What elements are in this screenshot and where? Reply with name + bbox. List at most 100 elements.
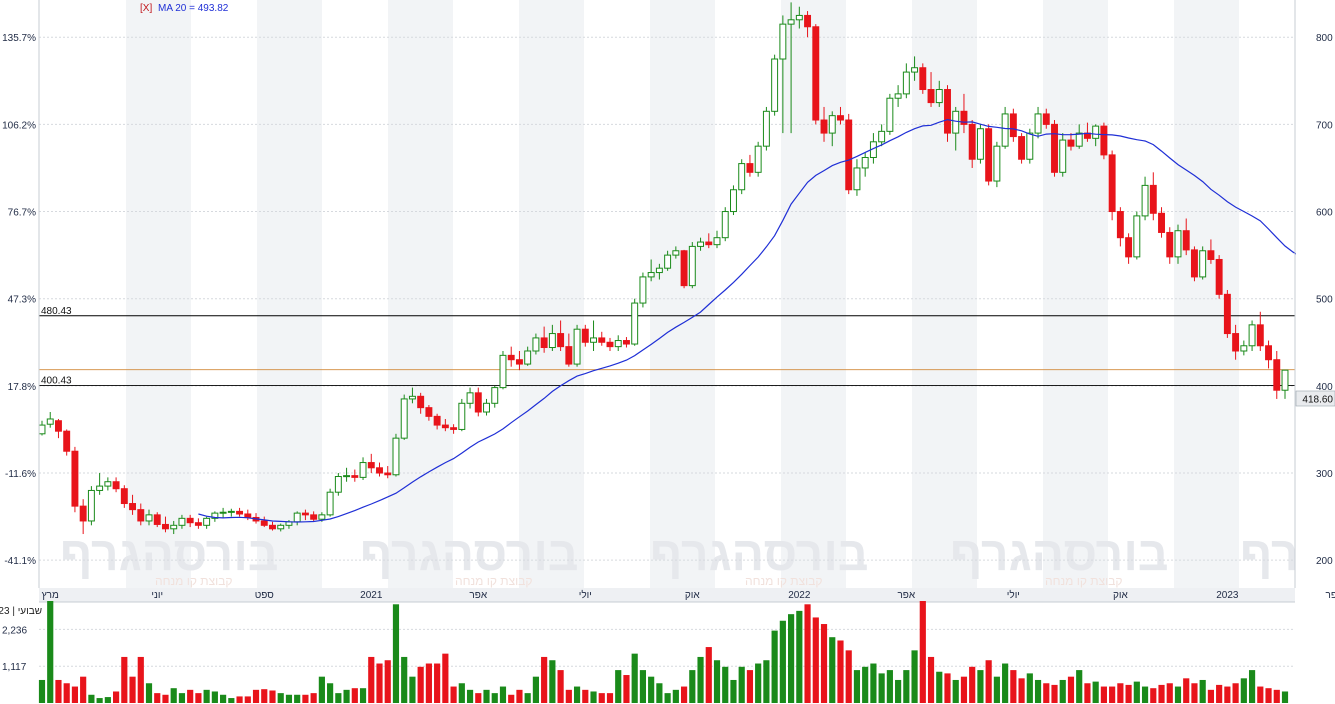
candle-body xyxy=(919,67,927,91)
x-tick-label: אוק xyxy=(685,590,700,601)
volume-bar xyxy=(705,647,712,703)
candle xyxy=(351,469,359,482)
candle-body xyxy=(1009,113,1017,138)
candle xyxy=(960,93,968,134)
volume-bar xyxy=(335,693,342,703)
candle-body xyxy=(1051,123,1058,173)
candle xyxy=(384,466,392,479)
volume-bar xyxy=(1043,683,1050,703)
candle xyxy=(1092,124,1100,147)
volume-bar xyxy=(129,676,136,703)
candle-body xyxy=(474,392,482,413)
volume-bar xyxy=(220,694,227,703)
candle xyxy=(87,486,95,526)
volume-bar xyxy=(993,676,1000,703)
candle xyxy=(162,516,169,533)
volume-bars: 2,236 1,117 xyxy=(2,601,1295,703)
candle xyxy=(548,324,556,351)
candle-body xyxy=(837,115,844,121)
volume-bar xyxy=(318,676,325,703)
candle xyxy=(614,335,622,351)
candle xyxy=(573,324,581,367)
candle xyxy=(153,512,161,528)
volume-bar xyxy=(162,694,169,703)
candle xyxy=(277,523,285,532)
candle-body xyxy=(359,462,367,478)
legend-close-marker[interactable]: [X] xyxy=(140,3,152,14)
candle xyxy=(820,106,828,142)
volume-bar xyxy=(689,670,696,703)
candle-body xyxy=(153,514,161,525)
candle xyxy=(63,429,71,456)
candle xyxy=(861,152,869,177)
volume-bar xyxy=(1125,684,1132,703)
candle xyxy=(1199,246,1207,280)
candle-body xyxy=(277,524,285,530)
candle xyxy=(1273,350,1281,399)
volume-bar xyxy=(154,693,161,703)
volume-bar xyxy=(96,698,103,703)
volume-bar xyxy=(656,683,663,703)
candle-body xyxy=(129,503,137,511)
volume-bar xyxy=(401,656,408,703)
candle xyxy=(145,509,153,526)
candle xyxy=(1248,320,1256,351)
volume-bar xyxy=(211,691,218,703)
candle xyxy=(762,106,770,151)
candle-body xyxy=(812,26,820,121)
y-tick-label-right: 800 xyxy=(1316,33,1333,44)
volume-bar xyxy=(730,679,737,703)
candle xyxy=(919,63,927,94)
candle-body xyxy=(483,402,490,413)
candle xyxy=(499,350,507,390)
volume-bar xyxy=(680,686,688,703)
candle xyxy=(112,477,120,493)
candle xyxy=(886,93,894,135)
y-tick-label-right: 200 xyxy=(1316,556,1333,567)
volume-bar xyxy=(302,694,309,703)
volume-bar xyxy=(1117,683,1124,703)
candle-body xyxy=(1215,258,1223,295)
candle-body xyxy=(392,437,400,476)
candle-body xyxy=(178,517,186,526)
volume-bar xyxy=(672,689,679,703)
candle-body xyxy=(680,250,688,287)
x-tick-label: 2021 xyxy=(360,590,383,601)
candle-body xyxy=(38,424,46,435)
candle xyxy=(194,518,202,529)
candle xyxy=(631,298,639,346)
candle xyxy=(730,185,737,216)
candle xyxy=(804,11,812,38)
candle xyxy=(227,508,235,517)
background-band xyxy=(126,0,191,588)
candle xyxy=(203,516,211,529)
candle-body xyxy=(450,427,458,430)
candle-body xyxy=(1190,249,1198,278)
candle xyxy=(1108,150,1116,221)
candle xyxy=(688,242,696,289)
volume-bar xyxy=(38,679,46,703)
volume-bar xyxy=(261,689,268,703)
candle xyxy=(944,85,951,142)
volume-bar xyxy=(796,610,803,703)
candle-body xyxy=(1149,184,1157,214)
candle xyxy=(1174,224,1182,264)
volume-bar xyxy=(549,660,556,703)
candle xyxy=(680,249,688,289)
volume-bar xyxy=(121,656,128,703)
candle xyxy=(1042,108,1050,129)
candle xyxy=(104,477,112,491)
volume-bar xyxy=(1084,683,1091,703)
level-label: 400.43 xyxy=(41,375,72,386)
candle-body xyxy=(1034,113,1042,134)
candle-body xyxy=(894,93,902,99)
x-tick-label: אוק xyxy=(1113,590,1128,601)
candle-body xyxy=(804,14,812,28)
volume-tick-label: 2,236 xyxy=(2,625,27,636)
volume-bar xyxy=(351,688,358,703)
candle-body xyxy=(425,407,433,417)
volume-bar xyxy=(1034,679,1042,703)
volume-bar xyxy=(598,693,605,703)
candle xyxy=(343,467,351,482)
